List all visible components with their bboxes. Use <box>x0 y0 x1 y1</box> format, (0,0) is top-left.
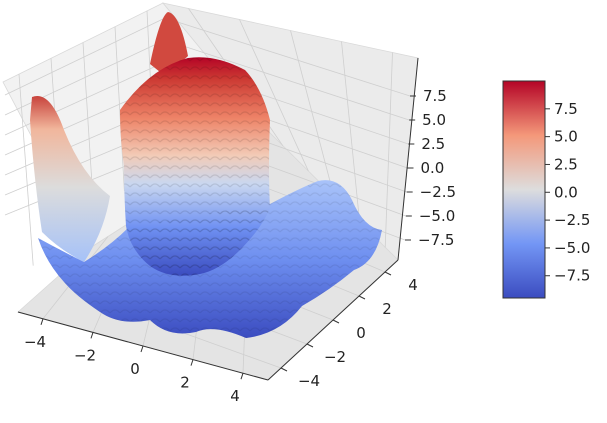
x-tick-mark <box>90 332 94 339</box>
z-grid-line-left <box>4 17 166 96</box>
x-tick-label: 0 <box>130 360 140 378</box>
y-tick-label: 2 <box>382 300 392 318</box>
z-grid-line <box>164 17 411 97</box>
y-tick-mark <box>280 367 288 372</box>
z-tick-label: −2.5 <box>420 183 456 201</box>
x-tick-label: −4 <box>24 333 46 351</box>
z-tick-label: −7.5 <box>418 231 454 249</box>
z-tick-label: 5.0 <box>422 111 446 129</box>
y-tick-mark <box>384 271 392 276</box>
z-tick-label: 2.5 <box>421 135 445 153</box>
y-tick-mark <box>306 343 314 348</box>
back-pane-grid-line <box>290 30 335 197</box>
colorbar-tick-label: −7.5 <box>554 267 590 285</box>
z-grid-line <box>164 39 410 121</box>
x-tick-mark <box>40 318 44 325</box>
left-pane-grid-line <box>114 26 125 192</box>
z-tick-label: −5.0 <box>419 207 455 225</box>
floor-texture <box>38 180 382 338</box>
colorbar-tick-label: 5.0 <box>554 128 578 146</box>
colorbar-tick-label: −5.0 <box>554 239 590 257</box>
left-pane-grid-line <box>18 74 34 266</box>
x-tick-label: 2 <box>180 374 190 392</box>
z-tick-label: 0.0 <box>421 159 445 177</box>
x-tick-label: 4 <box>230 387 240 405</box>
z-axis-line <box>397 57 419 261</box>
y-tick-mark <box>332 319 340 324</box>
colorbar-gradient <box>502 80 546 299</box>
left-spike <box>30 95 110 262</box>
z-tick-label: 7.5 <box>423 87 447 105</box>
y-tick-label: 4 <box>408 276 418 294</box>
y-tick-label: −2 <box>324 348 346 366</box>
back-pane-grid-line <box>239 19 309 172</box>
back-peak <box>150 12 188 72</box>
x-tick-mark <box>240 373 244 380</box>
colorbar-tick-label: −2.5 <box>554 211 590 229</box>
colorbar: 7.5 5.0 2.5 0.0 −2.5 −5.0 −7.5 <box>502 80 590 299</box>
x-tick-mark <box>190 359 194 366</box>
colorbar-tick-label: 0.0 <box>554 183 578 201</box>
y-tick-label: −4 <box>298 372 320 390</box>
y-tick-label: 0 <box>356 324 366 342</box>
surface-plot <box>30 12 382 338</box>
x-tick-mark <box>140 345 144 353</box>
back-pane-grid-line <box>341 41 360 222</box>
colorbar-tick-label: 7.5 <box>554 100 578 118</box>
x-tick-label: −2 <box>74 346 96 364</box>
back-pane-grid-line <box>384 52 393 248</box>
y-tick-mark <box>358 295 366 300</box>
colorbar-tick-label: 2.5 <box>554 155 578 173</box>
